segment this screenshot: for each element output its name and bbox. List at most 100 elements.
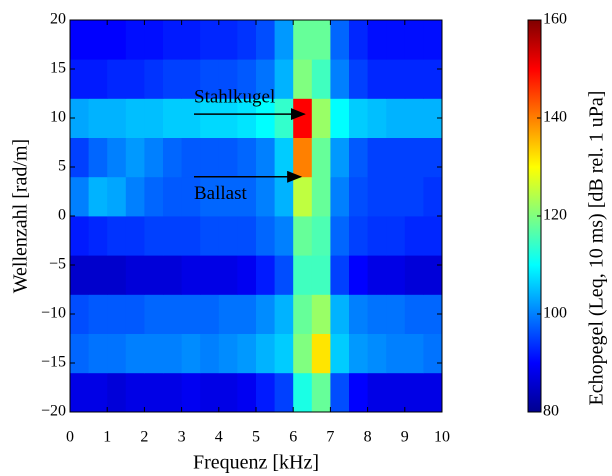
heatmap-cell [423, 176, 443, 217]
y-tick-label: 10 [50, 109, 66, 126]
heatmap-cell [423, 333, 443, 374]
heatmap-cell [88, 216, 108, 256]
heatmap-cell [404, 20, 424, 60]
x-tick-label: 3 [178, 429, 186, 446]
y-tick-label: 20 [50, 11, 66, 28]
heatmap-cell [107, 294, 127, 334]
heatmap-cell [125, 98, 145, 138]
x-tick-label: 6 [289, 429, 297, 446]
heatmap-cell [181, 176, 201, 217]
heatmap-cell [200, 176, 220, 217]
heatmap-cell [404, 294, 424, 334]
heatmap-cell [218, 255, 238, 295]
heatmap-cell [70, 294, 89, 334]
heatmap-cell [88, 176, 108, 217]
y-tick-label: −15 [41, 354, 66, 371]
heatmap-cell [70, 372, 89, 413]
heatmap-cell [330, 98, 350, 138]
heatmap-cell [256, 20, 275, 60]
heatmap-cell [181, 59, 201, 99]
annotation-text: Ballast [194, 183, 247, 204]
heatmap-cell [330, 372, 350, 413]
heatmap-cell [311, 333, 331, 374]
heatmap-cell [349, 216, 368, 256]
heatmap-cell [256, 255, 275, 295]
y-tick-label: −20 [41, 403, 66, 420]
heatmap-cell [181, 98, 201, 138]
heatmap-cell [218, 137, 238, 178]
x-tick-label: 7 [326, 429, 334, 446]
heatmap-cell [423, 59, 443, 99]
heatmap-cell [70, 176, 89, 217]
heatmap-cell [404, 176, 424, 217]
heatmap-cell [88, 294, 108, 334]
heatmap-cell [367, 98, 387, 138]
heatmap-cell [404, 98, 424, 138]
heatmap-cell [200, 216, 220, 256]
y-tick-label: −5 [49, 256, 66, 273]
heatmap-cell [330, 137, 350, 178]
heatmap-cell [70, 216, 89, 256]
x-tick-label: 0 [66, 429, 74, 446]
heatmap-cell [349, 137, 368, 178]
heatmap-cell [200, 59, 220, 99]
heatmap-cell [163, 294, 182, 334]
heatmap-cell [256, 372, 275, 413]
heatmap-cell [88, 372, 108, 413]
heatmap-cell [386, 137, 406, 178]
heatmap-cell [293, 137, 313, 178]
heatmap-cell [293, 176, 313, 217]
heatmap-cell [163, 98, 182, 138]
heatmap-cell [218, 176, 238, 217]
heatmap-cell [125, 216, 145, 256]
heatmap-cell [367, 59, 387, 99]
heatmap-cell [311, 372, 331, 413]
heatmap-cell [293, 294, 313, 334]
heatmap-cell [423, 98, 443, 138]
heatmap-cell [70, 59, 89, 99]
heatmap-cell [386, 216, 406, 256]
heatmap-cell [125, 137, 145, 178]
heatmap-cell [311, 59, 331, 99]
heatmap-cell [88, 98, 108, 138]
heatmap-cell [423, 372, 443, 413]
heatmap-cell [386, 294, 406, 334]
heatmap-cell [367, 372, 387, 413]
heatmap-cell [367, 294, 387, 334]
heatmap-cell [274, 372, 294, 413]
heatmap-cell [311, 137, 331, 178]
heatmap-cell [144, 98, 164, 138]
heatmap-cell [349, 176, 368, 217]
heatmap-cell [200, 20, 220, 60]
heatmap-cell [274, 216, 294, 256]
y-tick-label: 15 [50, 60, 66, 77]
heatmap-cell [293, 98, 313, 138]
heatmap-cell [163, 176, 182, 217]
heatmap-cell [125, 294, 145, 334]
heatmap-cell [330, 333, 350, 374]
heatmap-cell [423, 216, 443, 256]
heatmap-cell [274, 98, 294, 138]
y-axis-label: Wellenzahl [rad/m] [10, 139, 32, 293]
heatmap-cell [274, 294, 294, 334]
x-tick-label: 1 [103, 429, 111, 446]
heatmap-cell [404, 59, 424, 99]
heatmap-cell [274, 137, 294, 178]
heatmap-cell [293, 216, 313, 256]
heatmap-cell [256, 333, 275, 374]
heatmap-cell [311, 255, 331, 295]
heatmap-cell [70, 137, 89, 178]
heatmap-cell [218, 294, 238, 334]
heatmap-cell [88, 333, 108, 374]
heatmap-cell [423, 255, 443, 295]
heatmap-cell [404, 216, 424, 256]
heatmap-cell [386, 20, 406, 60]
x-tick-label: 2 [140, 429, 148, 446]
heatmap-cell [125, 333, 145, 374]
colorbar-tick-label: 140 [543, 109, 567, 126]
heatmap-cell [218, 20, 238, 60]
heatmap-cell [256, 98, 275, 138]
heatmap-cell [256, 59, 275, 99]
x-axis-label: Frequenz [kHz] [193, 452, 319, 474]
